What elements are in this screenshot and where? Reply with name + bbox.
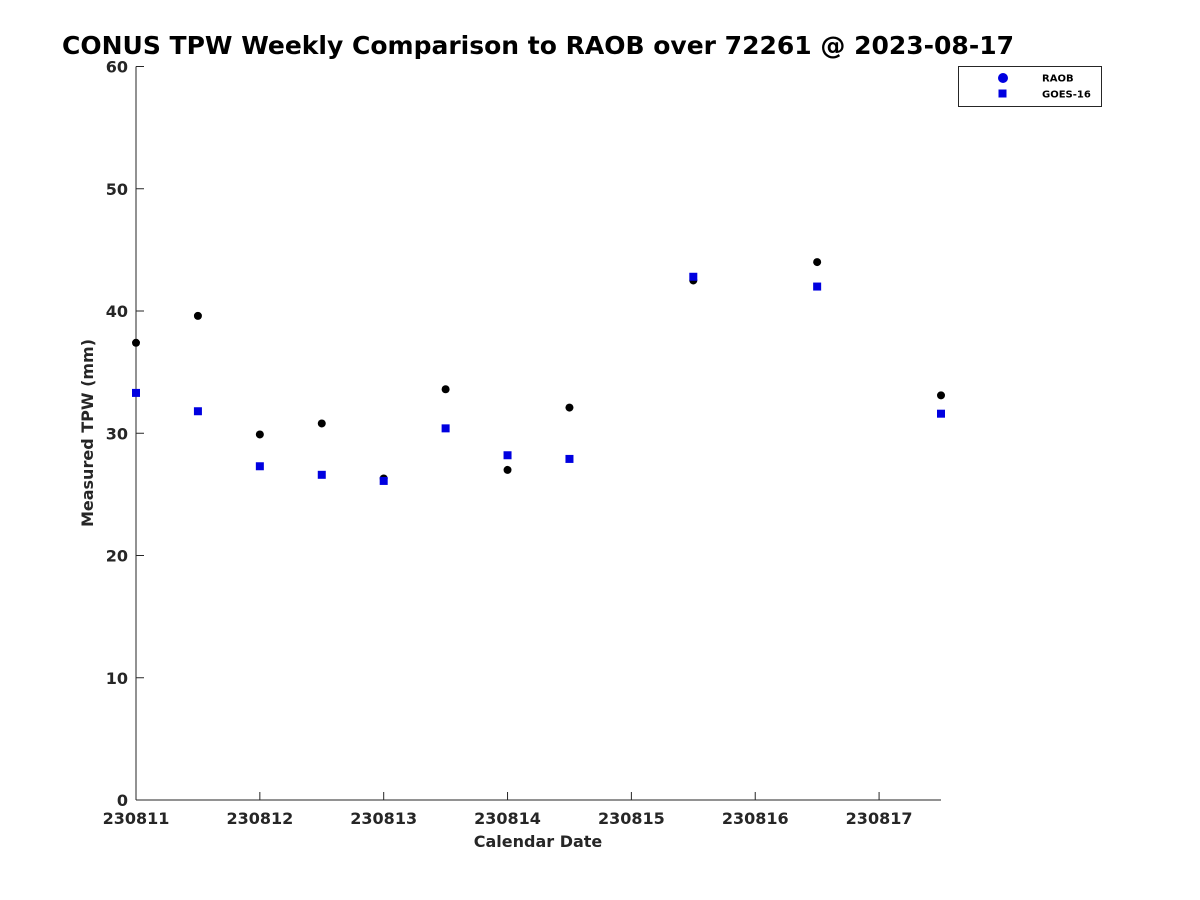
x-ticks: 230811 230812 230813 230814 230815 230816 2308… [103,792,913,828]
legend-box [958,66,1102,107]
x-tick-label: 230813 [350,809,417,828]
y-tick-label: 0 [117,791,128,810]
point-goes-16 [317,470,326,479]
point-goes-16 [813,282,822,291]
x-tick-label: 230812 [226,809,293,828]
legend-label-goes: GOES-16 [1042,90,1091,101]
x-tick-label: 230811 [103,809,170,828]
legend: RAOB GOES-16 [958,66,1102,107]
point-raob [813,258,822,267]
point-raob [565,403,574,412]
point-raob [503,465,512,474]
legend-marker-goes [998,89,1007,98]
point-goes-16 [132,388,140,397]
point-goes-16 [565,454,574,463]
y-tick-label: 30 [106,424,128,443]
y-tick-label: 20 [106,547,128,566]
point-goes-16 [255,462,264,471]
x-tick-label: 230816 [722,809,789,828]
x-tick-label: 230814 [474,809,541,828]
point-goes-16 [379,476,388,485]
x-axis-label: Calendar Date [474,832,603,851]
data-points [132,258,945,485]
point-goes-16 [193,407,202,416]
point-goes-16 [503,451,512,460]
point-raob [937,391,945,400]
point-raob [317,419,326,428]
x-tick-label: 230817 [846,809,913,828]
y-tick-label: 60 [106,58,128,77]
point-goes-16 [689,272,698,281]
x-tick-label: 230815 [598,809,665,828]
point-raob [441,385,450,394]
point-goes-16 [441,424,450,433]
point-goes-16 [937,409,945,418]
y-tick-label: 40 [106,302,128,321]
y-tick-label: 10 [106,669,128,688]
y-ticks: 0 10 20 30 40 50 60 [106,58,144,810]
y-tick-label: 50 [106,180,128,199]
legend-marker-raob [998,73,1008,83]
point-raob [132,338,140,347]
chart-title: CONUS TPW Weekly Comparison to RAOB over… [62,31,1014,60]
legend-label-raob: RAOB [1042,74,1074,85]
point-raob [255,430,264,439]
y-axis-label: Measured TPW (mm) [78,339,97,527]
point-raob [193,311,202,320]
